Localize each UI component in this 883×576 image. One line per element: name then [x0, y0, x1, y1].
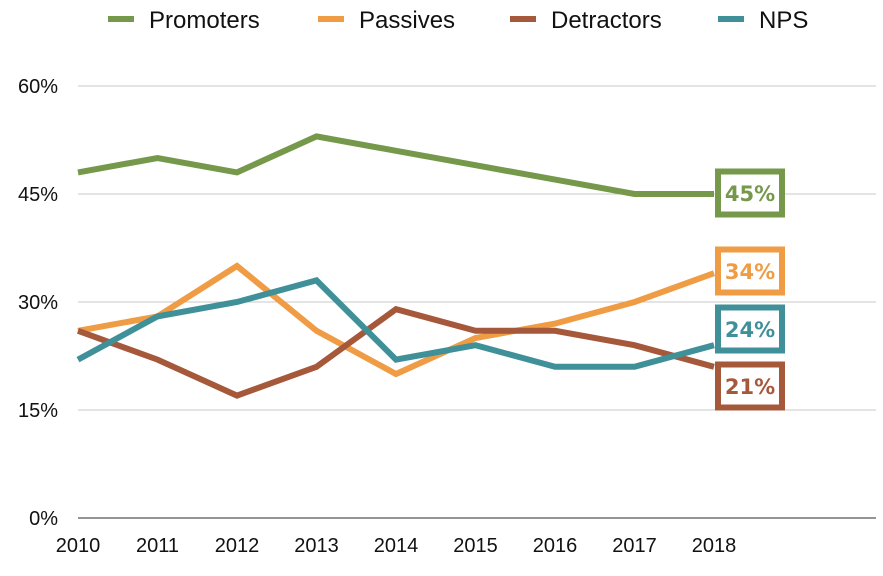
end-label-box	[715, 246, 785, 296]
legend-label: Passives	[359, 7, 455, 34]
legend-label: Detractors	[551, 7, 662, 34]
x-tick-label: 2016	[533, 535, 578, 557]
end-value-label: 34%	[725, 260, 775, 284]
series-line-nps	[76, 277, 715, 370]
x-tick-label: 2014	[374, 535, 419, 557]
end-value-label: 24%	[725, 318, 775, 342]
series-line-detractors	[76, 305, 715, 399]
y-tick-label: 0%	[29, 508, 58, 530]
gridlines	[78, 85, 876, 519]
x-tick-label: 2015	[453, 535, 498, 557]
end-label-box	[715, 361, 785, 411]
x-axis: 2010 2011 2012 2013 2014 2015 2016 2017 2018	[56, 535, 737, 557]
series-lines	[76, 133, 716, 399]
end-value-label: 45%	[725, 182, 775, 206]
legend-label: Promoters	[149, 7, 260, 34]
x-tick-label: 2012	[215, 535, 260, 557]
end-labels: 45% 34% 21% 24%	[715, 168, 785, 411]
legend: Promoters Passives Detractors NPS	[108, 7, 808, 34]
x-tick-label: 2017	[612, 535, 657, 557]
x-tick-label: 2011	[136, 535, 179, 557]
y-tick-label: 30%	[18, 292, 58, 314]
end-label-box	[715, 168, 785, 218]
end-label-box	[715, 304, 785, 354]
x-tick-label: 2018	[692, 535, 737, 557]
x-tick-label: 2013	[294, 535, 339, 557]
series-line-passives	[77, 262, 716, 378]
y-tick-label: 60%	[18, 76, 58, 98]
end-value-label: 21%	[725, 375, 775, 399]
y-axis: 0% 15% 30% 45% 60%	[18, 76, 58, 530]
y-tick-label: 15%	[18, 400, 58, 422]
y-tick-label: 45%	[18, 184, 58, 206]
x-tick-label: 2010	[56, 535, 101, 557]
series-line-promoters	[77, 133, 714, 197]
legend-label: NPS	[759, 7, 808, 34]
